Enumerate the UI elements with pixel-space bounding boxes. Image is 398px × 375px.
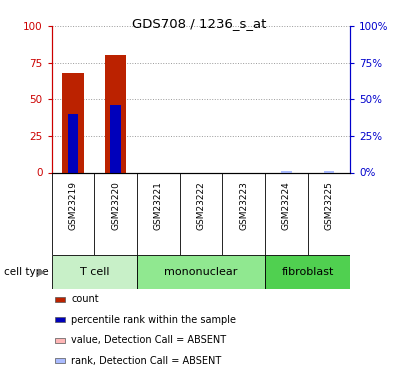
Bar	[265, 255, 350, 289]
Bar	[55, 358, 65, 363]
Bar	[137, 255, 265, 289]
Bar	[110, 105, 121, 172]
Bar	[55, 297, 65, 302]
Text: GSM23225: GSM23225	[324, 181, 334, 230]
Bar	[105, 56, 127, 172]
Bar	[62, 73, 84, 172]
Bar	[281, 171, 292, 172]
Text: value, Detection Call = ABSENT: value, Detection Call = ABSENT	[71, 335, 226, 345]
Text: rank, Detection Call = ABSENT: rank, Detection Call = ABSENT	[71, 356, 221, 366]
Text: fibroblast: fibroblast	[281, 267, 334, 277]
Bar	[52, 255, 137, 289]
Bar	[68, 114, 78, 172]
Text: GSM23221: GSM23221	[154, 181, 163, 230]
Text: ▶: ▶	[38, 267, 45, 277]
Text: GDS708 / 1236_s_at: GDS708 / 1236_s_at	[132, 17, 266, 30]
Text: GSM23219: GSM23219	[68, 181, 78, 230]
Bar	[55, 338, 65, 343]
Text: GSM23220: GSM23220	[111, 181, 120, 230]
Text: percentile rank within the sample: percentile rank within the sample	[71, 315, 236, 325]
Bar	[324, 171, 334, 172]
Text: T cell: T cell	[80, 267, 109, 277]
Text: mononuclear: mononuclear	[164, 267, 238, 277]
Text: GSM23223: GSM23223	[239, 181, 248, 230]
Text: cell type: cell type	[4, 267, 49, 277]
Text: GSM23224: GSM23224	[282, 181, 291, 230]
Text: count: count	[71, 294, 99, 304]
Text: GSM23222: GSM23222	[197, 181, 205, 230]
Bar	[55, 317, 65, 322]
